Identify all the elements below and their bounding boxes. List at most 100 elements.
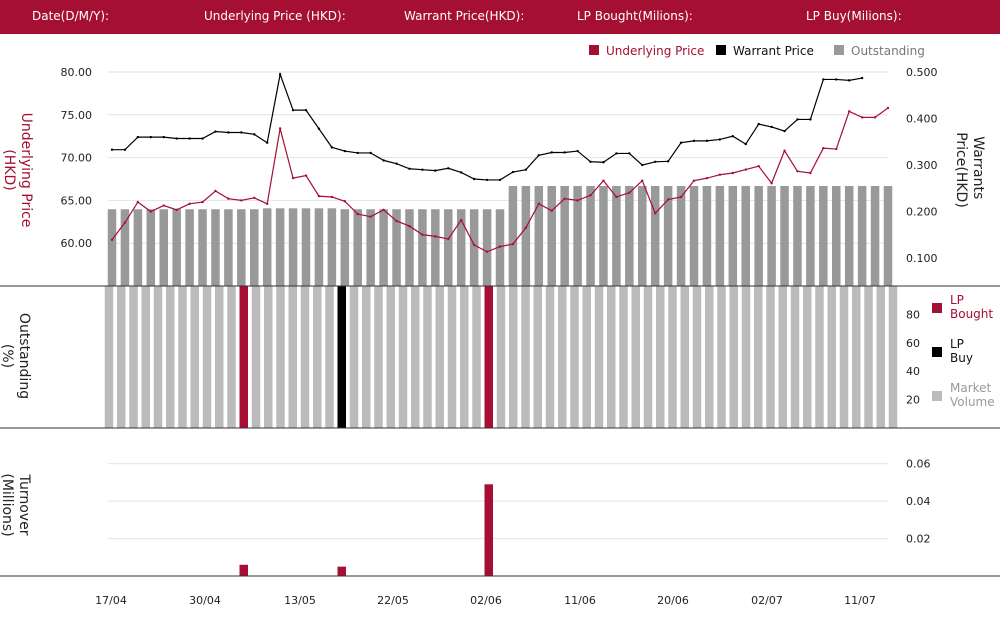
- series-point: [783, 129, 786, 133]
- series-point: [822, 146, 825, 150]
- market-volume-bar: [129, 286, 138, 428]
- series-point: [382, 208, 385, 212]
- series-point: [369, 215, 372, 218]
- legend-label: Underlying Price: [606, 44, 704, 58]
- series-point: [330, 195, 334, 199]
- market-volume-bar: [582, 286, 591, 428]
- series-point: [860, 76, 864, 80]
- series-point: [705, 176, 709, 180]
- x-tick-label: 13/05: [284, 594, 316, 607]
- series-point: [110, 148, 114, 151]
- series-point: [253, 133, 256, 136]
- series-point: [615, 152, 618, 155]
- series-point: [822, 78, 825, 81]
- market-volume-bar: [729, 286, 738, 428]
- market-volume-bar: [117, 286, 126, 428]
- outstanding-bar: [586, 185, 595, 286]
- series-point: [524, 226, 528, 229]
- turnover-bar: [337, 566, 346, 576]
- series-point: [666, 160, 670, 163]
- outstanding-bar: [211, 209, 220, 286]
- series-point: [291, 108, 295, 112]
- market-volume-bar: [362, 286, 371, 428]
- series-point: [511, 170, 515, 174]
- series-point: [809, 118, 812, 121]
- market-volume-bar: [692, 286, 702, 428]
- market-volume-bar: [202, 286, 212, 428]
- market-volume-bar: [264, 286, 273, 428]
- market-volume-bar: [215, 286, 224, 428]
- series-point: [201, 137, 204, 140]
- turnover-axis-title: Turnover(Millions): [0, 473, 32, 536]
- outstanding-bar: [185, 209, 194, 286]
- series-point: [304, 174, 308, 177]
- series-point: [550, 209, 553, 212]
- warrant-price-axis-title: Warrants Price(HKD): [953, 132, 986, 208]
- series-point: [485, 250, 489, 253]
- right-tick-label: 0.06: [906, 458, 931, 471]
- x-tick-label: 11/07: [844, 594, 876, 607]
- outstanding-bar: [301, 208, 311, 286]
- market-volume-bar: [374, 286, 383, 428]
- series-point: [744, 168, 747, 171]
- market-volume-bar: [435, 286, 444, 428]
- left-tick-label: 80.00: [61, 66, 93, 79]
- outstanding-bar: [275, 208, 285, 286]
- legend-label: Outstanding: [851, 44, 925, 58]
- outstanding-bar: [547, 185, 556, 286]
- series-point: [162, 135, 165, 139]
- series-point: [757, 122, 760, 126]
- market-volume-bar: [447, 286, 457, 428]
- market-volume-bar: [104, 286, 114, 428]
- series-point: [692, 139, 696, 143]
- outstanding-bar: [599, 185, 608, 286]
- outstanding-bar: [676, 185, 686, 286]
- right-tick-label: 20: [906, 394, 920, 407]
- series-point: [744, 142, 747, 146]
- series-point: [395, 162, 398, 165]
- series-point: [654, 212, 657, 215]
- series-point: [628, 191, 631, 194]
- outstanding-bar: [573, 185, 582, 286]
- series-point: [770, 182, 773, 185]
- series-point: [498, 245, 502, 248]
- left-tick-label: 70.00: [61, 152, 93, 165]
- outstanding-bar: [482, 209, 492, 286]
- market-volume-bar: [178, 286, 187, 428]
- outstanding-bar: [133, 209, 143, 286]
- market-volume-bar: [533, 286, 542, 428]
- header-label: Warrant Price(HKD):: [404, 9, 525, 23]
- series-point: [447, 167, 450, 170]
- market-volume-bar: [852, 286, 861, 428]
- series-point: [641, 179, 644, 182]
- series-point: [563, 197, 566, 200]
- series-point: [705, 139, 709, 143]
- right-tick-label: 0.300: [906, 159, 938, 172]
- outstanding-bar: [340, 209, 350, 286]
- series-point: [848, 110, 851, 113]
- series-point: [123, 148, 127, 151]
- series-point: [317, 127, 321, 130]
- series-point: [240, 199, 243, 202]
- market-volume-bar: [153, 286, 163, 428]
- x-tick-label: 17/04: [95, 594, 127, 607]
- market-volume-bar: [423, 286, 432, 428]
- x-tick-label: 20/06: [657, 594, 689, 607]
- outstanding-bar: [237, 209, 246, 286]
- legend-swatch: [834, 45, 844, 55]
- market-volume-bar: [705, 286, 714, 428]
- outstanding-bar: [418, 209, 427, 286]
- series-point: [563, 151, 566, 154]
- turnover-bar: [239, 564, 248, 576]
- market-volume-bar: [325, 286, 334, 428]
- outstanding-bar: [379, 209, 388, 286]
- right-tick-label: 40: [906, 365, 920, 378]
- market-volume-bar: [619, 286, 628, 428]
- series-point: [421, 233, 424, 236]
- market-volume-bar: [876, 286, 885, 428]
- series-point: [537, 202, 540, 206]
- outstanding-bar: [728, 185, 738, 286]
- market-volume-bar: [411, 286, 420, 428]
- series-point: [770, 125, 773, 129]
